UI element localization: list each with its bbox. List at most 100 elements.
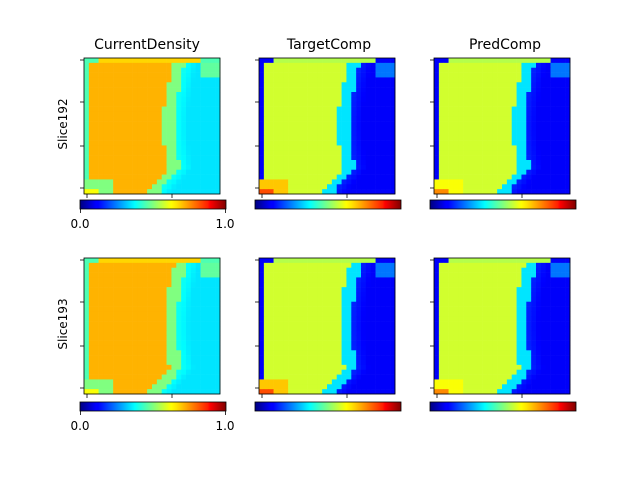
heatmap-cell: [152, 282, 158, 288]
heatmap-cell: [283, 282, 289, 288]
heatmap-cell: [268, 369, 274, 375]
heatmap-cell: [516, 121, 522, 127]
heatmap-cell: [346, 282, 352, 288]
heatmap-cell: [390, 316, 396, 322]
heatmap-cell: [137, 62, 143, 69]
heatmap-cell: [88, 82, 95, 88]
heatmap-cell: [113, 335, 119, 341]
heatmap-cell: [341, 189, 347, 195]
heatmap-cell: [263, 150, 270, 156]
heatmap-cell: [322, 364, 328, 371]
heatmap-cell: [463, 96, 469, 103]
heatmap-cell: [448, 321, 454, 327]
heatmap-cell: [176, 306, 182, 312]
heatmap-cell: [190, 179, 197, 185]
heatmap-cell: [322, 126, 328, 132]
heatmap-cell: [361, 384, 367, 390]
heatmap-cell: [502, 345, 508, 351]
heatmap-cell: [176, 140, 182, 146]
heatmap-cell: [113, 135, 119, 141]
heatmap-cell: [506, 292, 513, 298]
heatmap-cell: [560, 164, 566, 171]
heatmap-cell: [103, 92, 109, 98]
heatmap-cell: [302, 111, 308, 117]
heatmap-cell: [186, 321, 192, 327]
heatmap-cell: [84, 364, 90, 371]
heatmap-cell: [492, 306, 498, 312]
heatmap-cell: [84, 62, 90, 69]
heatmap-cell: [297, 150, 304, 156]
heatmap-cell: [132, 272, 138, 278]
heatmap-cell: [312, 189, 318, 195]
heatmap-cell: [181, 96, 187, 103]
heatmap-cell: [122, 369, 129, 375]
heatmap-cell: [365, 101, 372, 107]
heatmap-cell: [506, 135, 513, 141]
heatmap-cell: [492, 379, 498, 385]
heatmap-cell: [565, 306, 571, 312]
heatmap-cell: [385, 330, 391, 337]
heatmap-cell: [565, 82, 571, 88]
heatmap-cell: [273, 335, 279, 341]
heatmap-cell: [263, 121, 270, 127]
heatmap-cell: [190, 321, 197, 327]
heatmap-cell: [356, 62, 362, 69]
heatmap-cell: [526, 189, 532, 195]
heatmap-cell: [273, 169, 279, 175]
heatmap-cell: [351, 92, 357, 98]
heatmap-cell: [147, 301, 153, 307]
heatmap-cell: [502, 96, 508, 103]
heatmap-cell: [341, 296, 347, 303]
heatmap-cell: [370, 316, 376, 322]
heatmap-cell: [521, 301, 527, 307]
heatmap-cell: [142, 189, 148, 195]
heatmap-cell: [302, 389, 308, 395]
heatmap-cell: [346, 360, 352, 366]
heatmap-cell: [317, 92, 323, 98]
heatmap-cell: [453, 306, 459, 312]
heatmap-cell: [540, 164, 547, 171]
heatmap-cell: [448, 292, 454, 298]
heatmap-cell: [288, 360, 294, 366]
heatmap-cell: [331, 287, 338, 293]
heatmap-cell: [259, 87, 265, 93]
heatmap-cell: [312, 272, 318, 278]
heatmap-cell: [497, 316, 503, 322]
heatmap-cell: [506, 301, 513, 307]
heatmap-cell: [166, 116, 172, 122]
heatmap-cell: [98, 350, 104, 356]
heatmap-cell: [147, 150, 153, 156]
heatmap-cell: [331, 62, 338, 69]
heatmap-cell: [463, 130, 469, 137]
heatmap-cell: [93, 262, 99, 269]
heatmap-cell: [477, 169, 483, 175]
heatmap-cell: [88, 360, 95, 366]
heatmap-cell: [487, 360, 493, 366]
heatmap-cell: [307, 184, 313, 190]
heatmap-cell: [215, 296, 221, 303]
heatmap-cell: [521, 106, 527, 112]
heatmap-cell: [312, 82, 318, 88]
heatmap-cell: [438, 130, 445, 137]
heatmap-cell: [98, 301, 104, 307]
heatmap-cell: [268, 106, 274, 112]
heatmap-cell: [453, 272, 459, 278]
heatmap-cell: [346, 126, 352, 132]
heatmap-cell: [312, 126, 318, 132]
heatmap-cell: [482, 326, 488, 332]
heatmap-cell: [468, 384, 474, 390]
heatmap-cell: [98, 106, 104, 112]
heatmap-cell: [361, 101, 367, 107]
heatmap-cell: [521, 311, 527, 317]
heatmap-cell: [351, 130, 357, 137]
heatmap-cell: [550, 189, 556, 195]
heatmap-cell: [565, 130, 571, 137]
heatmap-cell: [278, 355, 284, 361]
heatmap-cell: [293, 87, 299, 93]
heatmap-cell: [288, 306, 294, 312]
heatmap-cell: [200, 145, 206, 151]
heatmap-cell: [482, 92, 488, 98]
heatmap-cell: [152, 296, 158, 303]
heatmap-cell: [302, 374, 308, 380]
heatmap-cell: [113, 145, 119, 151]
